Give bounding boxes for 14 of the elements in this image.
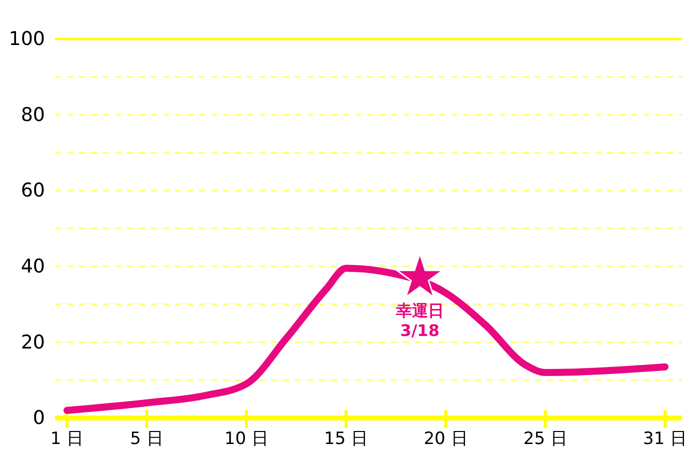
y-tick-label: 80 [20, 104, 45, 126]
y-tick-label: 40 [20, 255, 45, 278]
y-tick-label: 60 [20, 180, 45, 202]
y-tick-label: 100 [8, 28, 45, 50]
y-tick-label: 0 [32, 407, 45, 430]
x-tick-label: 15 日 [324, 429, 368, 450]
x-tick-label: 10 日 [224, 429, 268, 450]
y-tick-label: 20 [20, 331, 45, 354]
x-tick-label: 1 日 [50, 429, 84, 450]
x-tick-label: 31 日 [643, 429, 688, 450]
x-tick-label: 25 日 [523, 429, 568, 450]
x-tick-label: 5 日 [130, 429, 164, 450]
annotation: 幸運日 3/18 [394, 300, 444, 340]
x-tick-label: 20 日 [424, 429, 468, 450]
